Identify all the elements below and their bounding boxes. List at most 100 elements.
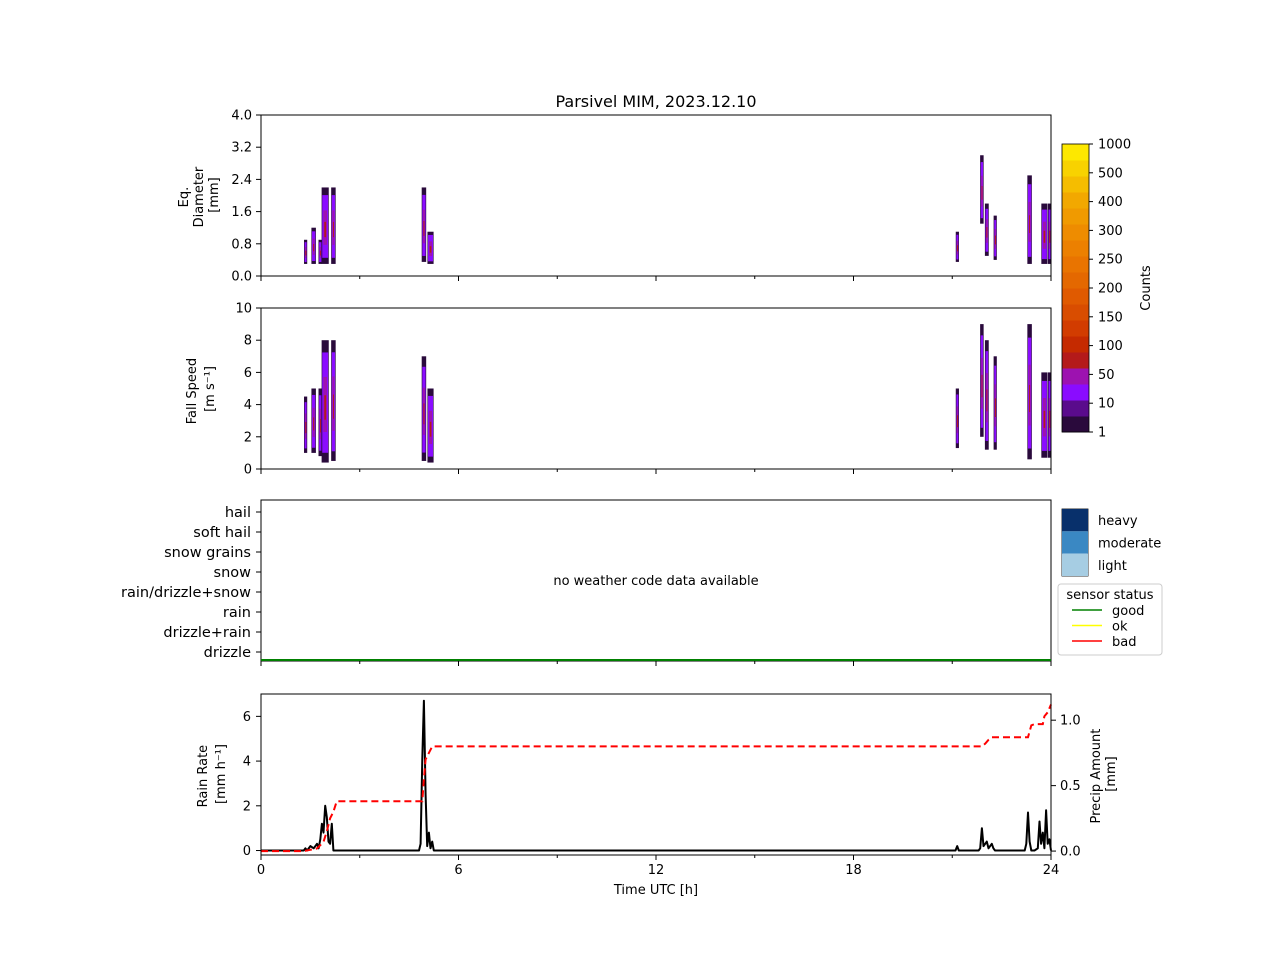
speed-event-peak	[957, 415, 959, 428]
diameter-xticks	[260, 276, 1052, 281]
rain-xticks: 0 6 12 18 24	[257, 855, 1059, 878]
rain-yticks: 0 2 4 6	[243, 710, 261, 859]
figure-title: Parsivel MIM, 2023.12.10	[555, 92, 756, 111]
sensor-legend-title: sensor status	[1066, 588, 1153, 603]
diameter-ytick-label: 0.8	[231, 237, 252, 252]
diameter-event-peak	[313, 244, 315, 252]
colorbar-tick-label: 50	[1098, 368, 1115, 383]
colorbar-cell	[1062, 224, 1089, 241]
speed-ylabel-line2: [m s⁻¹]	[203, 366, 218, 412]
weather-xticks	[260, 661, 1052, 666]
counts-colorbar: 1 10 50 100 150 200 250 300 400 500 1000 Counts	[1061, 138, 1154, 441]
colorbar-cell	[1062, 400, 1089, 417]
diameter-event-peak	[1029, 215, 1031, 233]
weather-category-label: snow grains	[164, 545, 251, 561]
speed-ytick-label: 0	[244, 463, 252, 478]
sensor-label-ok: ok	[1112, 620, 1128, 635]
speed-event-peak	[313, 417, 315, 431]
diameter-ylabel-line2: Diameter	[192, 166, 207, 227]
intensity-label-light: light	[1098, 559, 1127, 574]
weather-category-label: snow	[214, 565, 252, 581]
colorbar-cell	[1062, 256, 1089, 273]
rain-xtick-label: 6	[454, 863, 462, 878]
colorbar-cell	[1062, 144, 1089, 161]
colorbar-cell	[1062, 304, 1089, 321]
diameter-event-peak	[1043, 230, 1046, 243]
rain-ylabel: Rain Rate [mm h⁻¹]	[196, 741, 229, 808]
speed-event-peak	[1029, 384, 1031, 413]
colorbar-cell	[1062, 208, 1089, 225]
intensity-swatch-light	[1062, 553, 1088, 576]
rain-ytick-label: 6	[243, 710, 251, 725]
colorbar-cell	[1062, 352, 1089, 369]
intensity-swatch-heavy	[1062, 509, 1088, 532]
speed-event-peak	[986, 389, 988, 412]
colorbar-cell	[1062, 240, 1089, 257]
diameter-ytick-label: 2.4	[231, 173, 252, 188]
speed-event-peak	[332, 394, 334, 419]
speed-panel: 0 2 4 6 8 10 Fall Speed [m s⁻¹]	[185, 302, 1052, 478]
rain-ytick-label: 0	[243, 844, 251, 859]
diameter-event-peak	[981, 186, 983, 200]
colorbar-label: Counts	[1139, 265, 1154, 311]
sensor-label-good: good	[1112, 604, 1144, 619]
no-weather-data-message: no weather code data available	[553, 574, 758, 589]
colorbar-tick-label: 400	[1098, 195, 1123, 210]
colorbar-tick-label: 200	[1098, 282, 1123, 297]
diameter-panel: 0.0 0.8 1.6 2.4 3.2 4.0 Eq. Diameter [mm]	[177, 109, 1052, 285]
weather-category-label: rain/drizzle+snow	[121, 585, 251, 601]
speed-event-peak	[1043, 410, 1046, 428]
rain-ytick-label: 4	[243, 755, 251, 770]
rain-xtick-label: 18	[845, 863, 862, 878]
diameter-ytick-label: 1.6	[231, 205, 252, 220]
colorbar-cell	[1062, 272, 1089, 289]
rain-lines	[261, 699, 1052, 853]
speed-event-peak	[429, 421, 432, 437]
colorbar-tick-label: 500	[1098, 166, 1123, 181]
diameter-ylabel-line1: Eq.	[177, 187, 192, 208]
precip-amount-line	[261, 704, 1052, 853]
colorbar-cell	[1062, 368, 1089, 385]
diameter-axes-frame	[260, 114, 1052, 277]
rain-ylabel-line2: [mm h⁻¹]	[214, 744, 229, 804]
speed-ytick-label: 10	[235, 302, 252, 317]
diameter-ylabel-line3: [mm]	[207, 177, 222, 212]
colorbar-cell	[1062, 176, 1089, 193]
diameter-event-peak	[957, 245, 959, 252]
speed-ylabel-line1: Fall Speed	[185, 358, 200, 424]
speed-yticks: 0 2 4 6 8 10	[235, 302, 261, 478]
colorbar-tick-label: 10	[1098, 397, 1115, 412]
sensor-legend-box	[1057, 583, 1163, 656]
rain-ytick-label: 2	[243, 799, 251, 814]
colorbar-tick-label: 1	[1098, 426, 1106, 441]
rain-xlabel: Time UTC [h]	[613, 883, 698, 898]
intensity-swatch-moderate	[1062, 531, 1088, 554]
intensity-legend-cells: heavy moderate light	[1062, 509, 1161, 576]
rain-xtick-label: 24	[1043, 863, 1060, 878]
diameter-ytick-label: 3.2	[231, 141, 252, 156]
speed-axes-frame	[260, 307, 1052, 470]
speed-event-peak	[1049, 410, 1051, 428]
diameter-event-peak	[319, 250, 321, 256]
rain-rate-line	[261, 699, 1052, 852]
weather-panel: drizzle drizzle+rain rain rain/drizzle+snow…	[121, 499, 1052, 666]
colorbar-cells	[1062, 144, 1089, 433]
speed-ytick-label: 8	[244, 334, 252, 349]
weather-legend: heavy moderate light sensor status goodokb…	[1057, 508, 1163, 656]
diameter-event-peak	[423, 220, 425, 236]
speed-event-peak	[319, 418, 321, 433]
speed-xticks	[260, 469, 1052, 474]
colorbar-tick-label: 300	[1098, 224, 1123, 239]
diameter-event-peak	[305, 250, 307, 256]
colorbar-tick-label: 1000	[1098, 138, 1131, 153]
intensity-label-moderate: moderate	[1098, 537, 1161, 552]
colorbar-cell	[1062, 160, 1089, 177]
precip-ytick-label: 0.0	[1060, 845, 1081, 860]
colorbar-cell	[1062, 192, 1089, 209]
colorbar-ticks: 1 10 50 100 150 200 250 300 400 500 1000	[1089, 138, 1131, 441]
colorbar-cell	[1062, 288, 1089, 305]
colorbar-cell	[1062, 336, 1089, 353]
diameter-event-peak	[1049, 230, 1051, 243]
